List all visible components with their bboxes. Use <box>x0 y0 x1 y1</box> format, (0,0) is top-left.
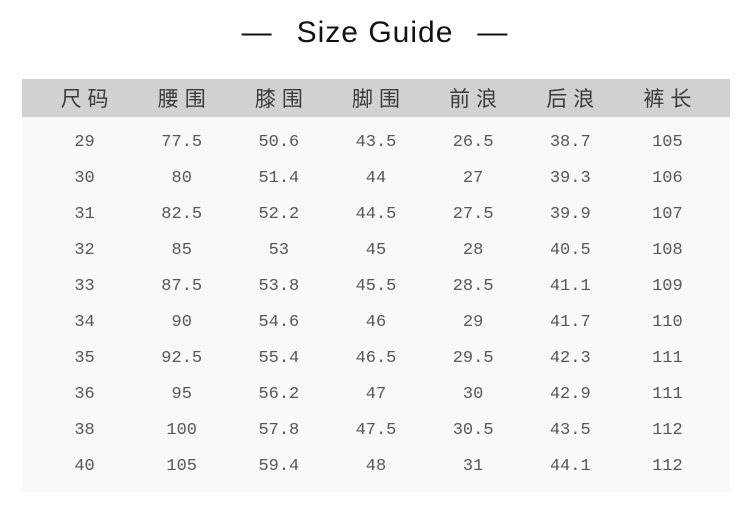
size-guide-table: 尺码 腰围 膝围 脚围 前浪 后浪 裤长 29 77.5 50.6 43.5 26.5 38.7 105… <box>22 79 730 492</box>
table-row: 38 100 57.8 47.5 30.5 43.5 112 <box>36 413 716 449</box>
table-cell: 77.5 <box>161 132 203 152</box>
table-cell: 111 <box>652 385 683 405</box>
table-cell: 30 <box>462 385 484 405</box>
table-cell: 109 <box>652 276 683 296</box>
table-cell: 87.5 <box>161 276 203 296</box>
table-cell: 28.5 <box>452 276 494 296</box>
table-cell: 57.8 <box>258 421 300 441</box>
table-cell: 51.4 <box>258 168 300 188</box>
table-header-cell: 裤长 <box>643 88 698 111</box>
table-body: 29 77.5 50.6 43.5 26.5 38.7 105 30 80 51.4 44 27 39.… <box>22 117 730 492</box>
table-row: 40 105 59.4 48 31 44.1 112 <box>36 449 716 485</box>
table-row: 31 82.5 52.2 44.5 27.5 39.9 107 <box>36 196 716 232</box>
table-cell: 107 <box>652 204 683 224</box>
table-cell: 35 <box>74 349 95 369</box>
table-cell: 31 <box>462 457 484 477</box>
table-cell: 92.5 <box>161 349 203 369</box>
table-cell: 55.4 <box>258 349 300 369</box>
table-row: 29 77.5 50.6 43.5 26.5 38.7 105 <box>36 124 716 160</box>
table-cell: 42.9 <box>549 385 591 405</box>
table-row: 36 95 56.2 47 30 42.9 111 <box>36 377 716 413</box>
table-cell: 56.2 <box>258 385 300 405</box>
table-header-cell: 脚围 <box>351 88 406 111</box>
table-cell: 46.5 <box>355 349 397 369</box>
table-cell: 44.5 <box>355 204 397 224</box>
table-cell: 47 <box>365 385 387 405</box>
table-cell: 29 <box>74 132 95 152</box>
table-cell: 52.2 <box>258 204 300 224</box>
table-cell: 54.6 <box>258 313 300 333</box>
table-cell: 36 <box>74 385 95 405</box>
table-header-cell: 腰围 <box>157 88 212 111</box>
table-cell: 28 <box>462 240 484 260</box>
table-row: 33 87.5 53.8 45.5 28.5 41.1 109 <box>36 268 716 304</box>
table-cell: 31 <box>74 204 95 224</box>
table-cell: 95 <box>171 385 192 405</box>
table-header-cell: 后浪 <box>546 88 601 111</box>
table-cell: 39.9 <box>549 204 591 224</box>
table-cell: 50.6 <box>258 132 300 152</box>
table-cell: 53.8 <box>258 276 300 296</box>
table-cell: 82.5 <box>161 204 203 224</box>
table-cell: 59.4 <box>258 457 300 477</box>
table-cell: 105 <box>652 132 683 152</box>
table-row: 34 90 54.6 46 29 41.7 110 <box>36 304 716 340</box>
table-cell: 41.7 <box>549 313 591 333</box>
table-cell: 48 <box>365 457 387 477</box>
table-cell: 112 <box>652 457 683 477</box>
table-cell: 106 <box>652 168 683 188</box>
page-title: — Size Guide — <box>0 17 750 49</box>
table-cell: 27 <box>462 168 484 188</box>
table-cell: 38 <box>74 421 95 441</box>
table-cell: 53 <box>268 240 290 260</box>
table-cell: 40.5 <box>549 240 591 260</box>
table-cell: 44 <box>365 168 387 188</box>
table-cell: 100 <box>166 421 198 441</box>
table-cell: 46 <box>365 313 387 333</box>
table-cell: 40 <box>74 457 95 477</box>
table-cell: 45 <box>365 240 387 260</box>
table-cell: 29 <box>462 313 484 333</box>
table-cell: 33 <box>74 276 95 296</box>
table-cell: 29.5 <box>452 349 494 369</box>
table-row: 30 80 51.4 44 27 39.3 106 <box>36 160 716 196</box>
title-dash-right: — <box>477 16 509 49</box>
table-cell: 30.5 <box>452 421 494 441</box>
table-cell: 27.5 <box>452 204 494 224</box>
table-cell: 44.1 <box>549 457 591 477</box>
table-header-cell: 膝围 <box>254 88 309 111</box>
table-cell: 47.5 <box>355 421 397 441</box>
table-cell: 41.1 <box>549 276 591 296</box>
table-cell: 32 <box>74 240 95 260</box>
page-title-text: Size Guide <box>296 16 454 49</box>
table-cell: 26.5 <box>452 132 494 152</box>
table-cell: 43.5 <box>355 132 397 152</box>
table-row: 32 85 53 45 28 40.5 108 <box>36 232 716 268</box>
table-cell: 45.5 <box>355 276 397 296</box>
table-cell: 108 <box>652 240 683 260</box>
table-header-cell: 尺码 <box>60 88 115 111</box>
title-dash-left: — <box>241 16 273 49</box>
table-cell: 80 <box>171 168 192 188</box>
table-row: 35 92.5 55.4 46.5 29.5 42.3 111 <box>36 341 716 377</box>
table-cell: 42.3 <box>549 349 591 369</box>
table-cell: 90 <box>171 313 192 333</box>
table-cell: 105 <box>166 457 198 477</box>
table-header-cell: 前浪 <box>449 88 504 111</box>
table-cell: 111 <box>652 349 683 369</box>
table-cell: 38.7 <box>549 132 591 152</box>
table-cell: 34 <box>74 313 95 333</box>
table-cell: 85 <box>171 240 192 260</box>
table-cell: 43.5 <box>549 421 591 441</box>
table-cell: 30 <box>74 168 95 188</box>
table-cell: 39.3 <box>549 168 591 188</box>
table-cell: 110 <box>652 313 683 333</box>
table-header-row: 尺码 腰围 膝围 脚围 前浪 后浪 裤长 <box>22 79 730 117</box>
table-cell: 112 <box>652 421 683 441</box>
